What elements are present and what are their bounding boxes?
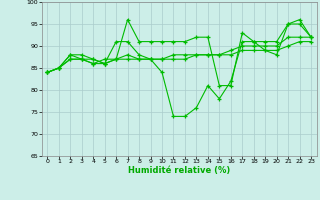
X-axis label: Humidité relative (%): Humidité relative (%) [128, 166, 230, 175]
